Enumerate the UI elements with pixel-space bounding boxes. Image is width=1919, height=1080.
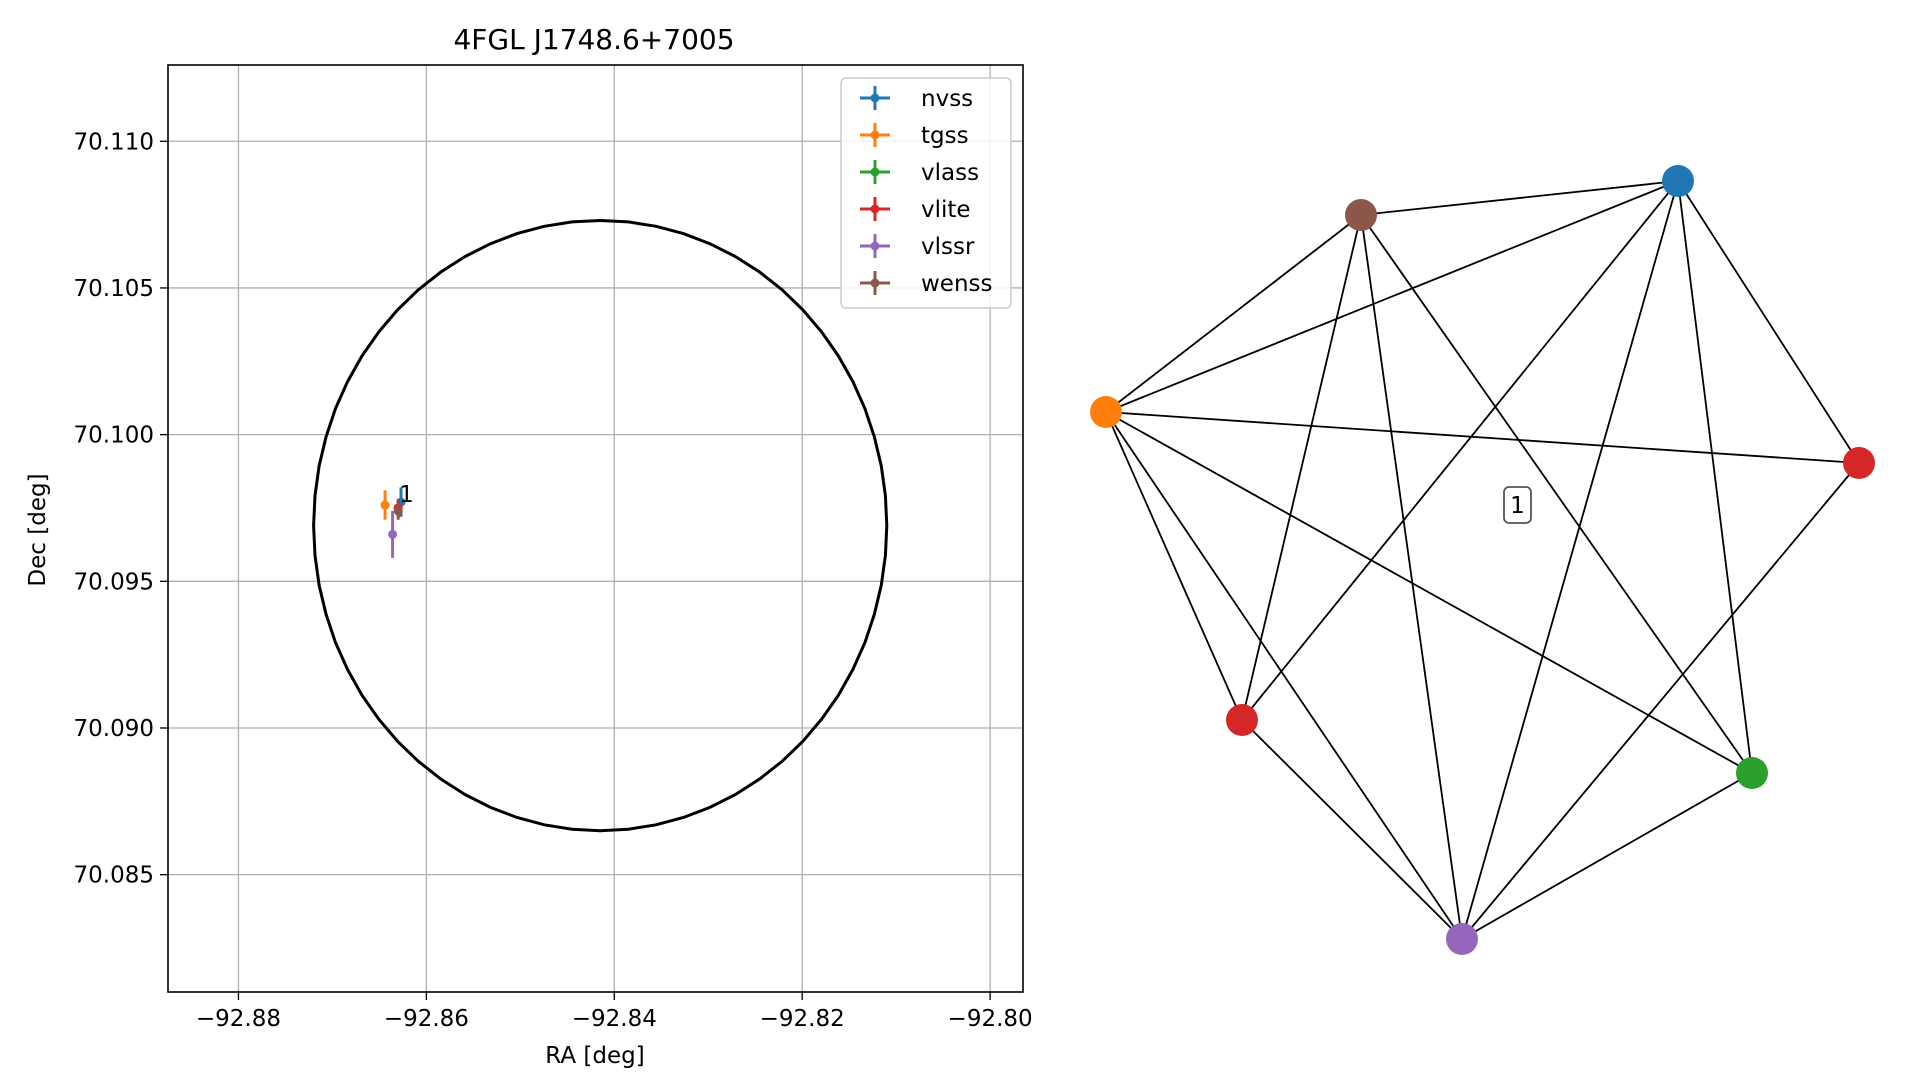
y-tick-label: 70.095 (74, 569, 154, 595)
x-axis-ticks: −92.88 −92.86 −92.84 −92.82 −92.80 (196, 992, 1033, 1032)
legend-label: tgss (921, 123, 969, 149)
uncertainty-ellipse (312, 218, 889, 833)
graph-edge (1241, 719, 1463, 940)
graph-edges (1105, 180, 1860, 940)
marker-tgss (380, 500, 390, 510)
graph-edge (1105, 214, 1362, 413)
legend-item-nvss: nvss (860, 86, 973, 112)
legend-swatch-marker (870, 204, 880, 214)
graph-edge (1461, 180, 1679, 940)
graph-edge (1360, 180, 1679, 216)
legend-item-vlssr: vlssr (860, 234, 975, 260)
legend-label: vlass (921, 160, 979, 186)
legend-label: wenss (921, 271, 993, 297)
y-tick-label: 70.105 (74, 276, 154, 302)
graph-edge (1105, 411, 1243, 721)
y-tick-label: 70.110 (74, 129, 154, 155)
graph-edge (1105, 411, 1753, 774)
graph-edge (1105, 180, 1679, 413)
cluster-label-frame (1503, 486, 1532, 524)
graph-node-tgss (1090, 396, 1122, 428)
graph-node-vlssr (1446, 923, 1478, 955)
scatter-panel: 4FGL J1748.6+7005 1 −92.88 −92.86 −92.84 −9… (25, 23, 1033, 1069)
legend-swatch-marker (870, 93, 880, 103)
marker-vlssr (388, 529, 398, 539)
legend-label: nvss (921, 86, 973, 112)
legend-swatch-marker (870, 241, 880, 251)
graph-edge (1461, 772, 1753, 940)
graph-panel: 1 (1090, 165, 1875, 955)
cluster-label-box: 1 (1503, 486, 1532, 524)
y-tick-label: 70.090 (74, 716, 154, 742)
graph-nodes (1090, 165, 1875, 955)
point-wenss (393, 502, 403, 520)
marker-wenss (393, 506, 403, 516)
legend-item-tgss: tgss (860, 123, 969, 149)
graph-edge (1241, 180, 1679, 721)
legend-swatch-marker (870, 130, 880, 140)
x-tick-label: −92.82 (760, 1006, 845, 1032)
x-axis-label: RA [deg] (545, 1043, 644, 1069)
graph-node-vlite_b (1226, 704, 1258, 736)
uncertainty-circle (312, 218, 889, 833)
axes-frame (167, 64, 1024, 993)
legend-label: vlite (921, 197, 971, 223)
legend-swatch-marker (870, 278, 880, 288)
graph-edge (1461, 462, 1860, 940)
graph-edge (1241, 214, 1362, 721)
x-tick-label: −92.86 (384, 1006, 469, 1032)
graph-edge (1360, 214, 1463, 940)
y-tick-label: 70.100 (74, 423, 154, 449)
legend-item-vlite: vlite (860, 197, 971, 223)
x-tick-label: −92.80 (948, 1006, 1033, 1032)
graph-edge (1105, 411, 1860, 464)
graph-edge (1677, 180, 1860, 464)
legend-swatch-marker (870, 167, 880, 177)
graph-node-nvss (1662, 165, 1694, 197)
chart-title: 4FGL J1748.6+7005 (453, 23, 734, 56)
x-tick-label: −92.88 (196, 1006, 281, 1032)
graph-node-vlite_a (1843, 447, 1875, 479)
point-annotation: 1 (399, 482, 414, 508)
data-points: 1 (380, 482, 414, 558)
y-axis-label: Dec [deg] (25, 473, 51, 586)
graph-node-wenss (1345, 199, 1377, 231)
legend-item-vlass: vlass (860, 160, 979, 186)
graph-edge (1677, 180, 1753, 774)
legend: nvss tgss vlass vlite vlssr wenss (840, 77, 1012, 309)
point-vlssr (388, 510, 398, 558)
graph-edge (1105, 411, 1463, 940)
graph-node-vlass (1736, 757, 1768, 789)
legend-items: nvss tgss vlass vlite vlssr wenss (860, 86, 993, 297)
y-tick-label: 70.085 (74, 863, 154, 889)
y-axis-ticks: 70.085 70.090 70.095 70.100 70.105 70.110 (74, 129, 168, 889)
legend-label: vlssr (921, 234, 975, 260)
legend-item-wenss: wenss (860, 271, 993, 297)
graph-edge (1360, 214, 1753, 774)
x-tick-label: −92.84 (572, 1006, 657, 1032)
point-tgss (380, 490, 390, 520)
cluster-label: 1 (1510, 493, 1525, 519)
